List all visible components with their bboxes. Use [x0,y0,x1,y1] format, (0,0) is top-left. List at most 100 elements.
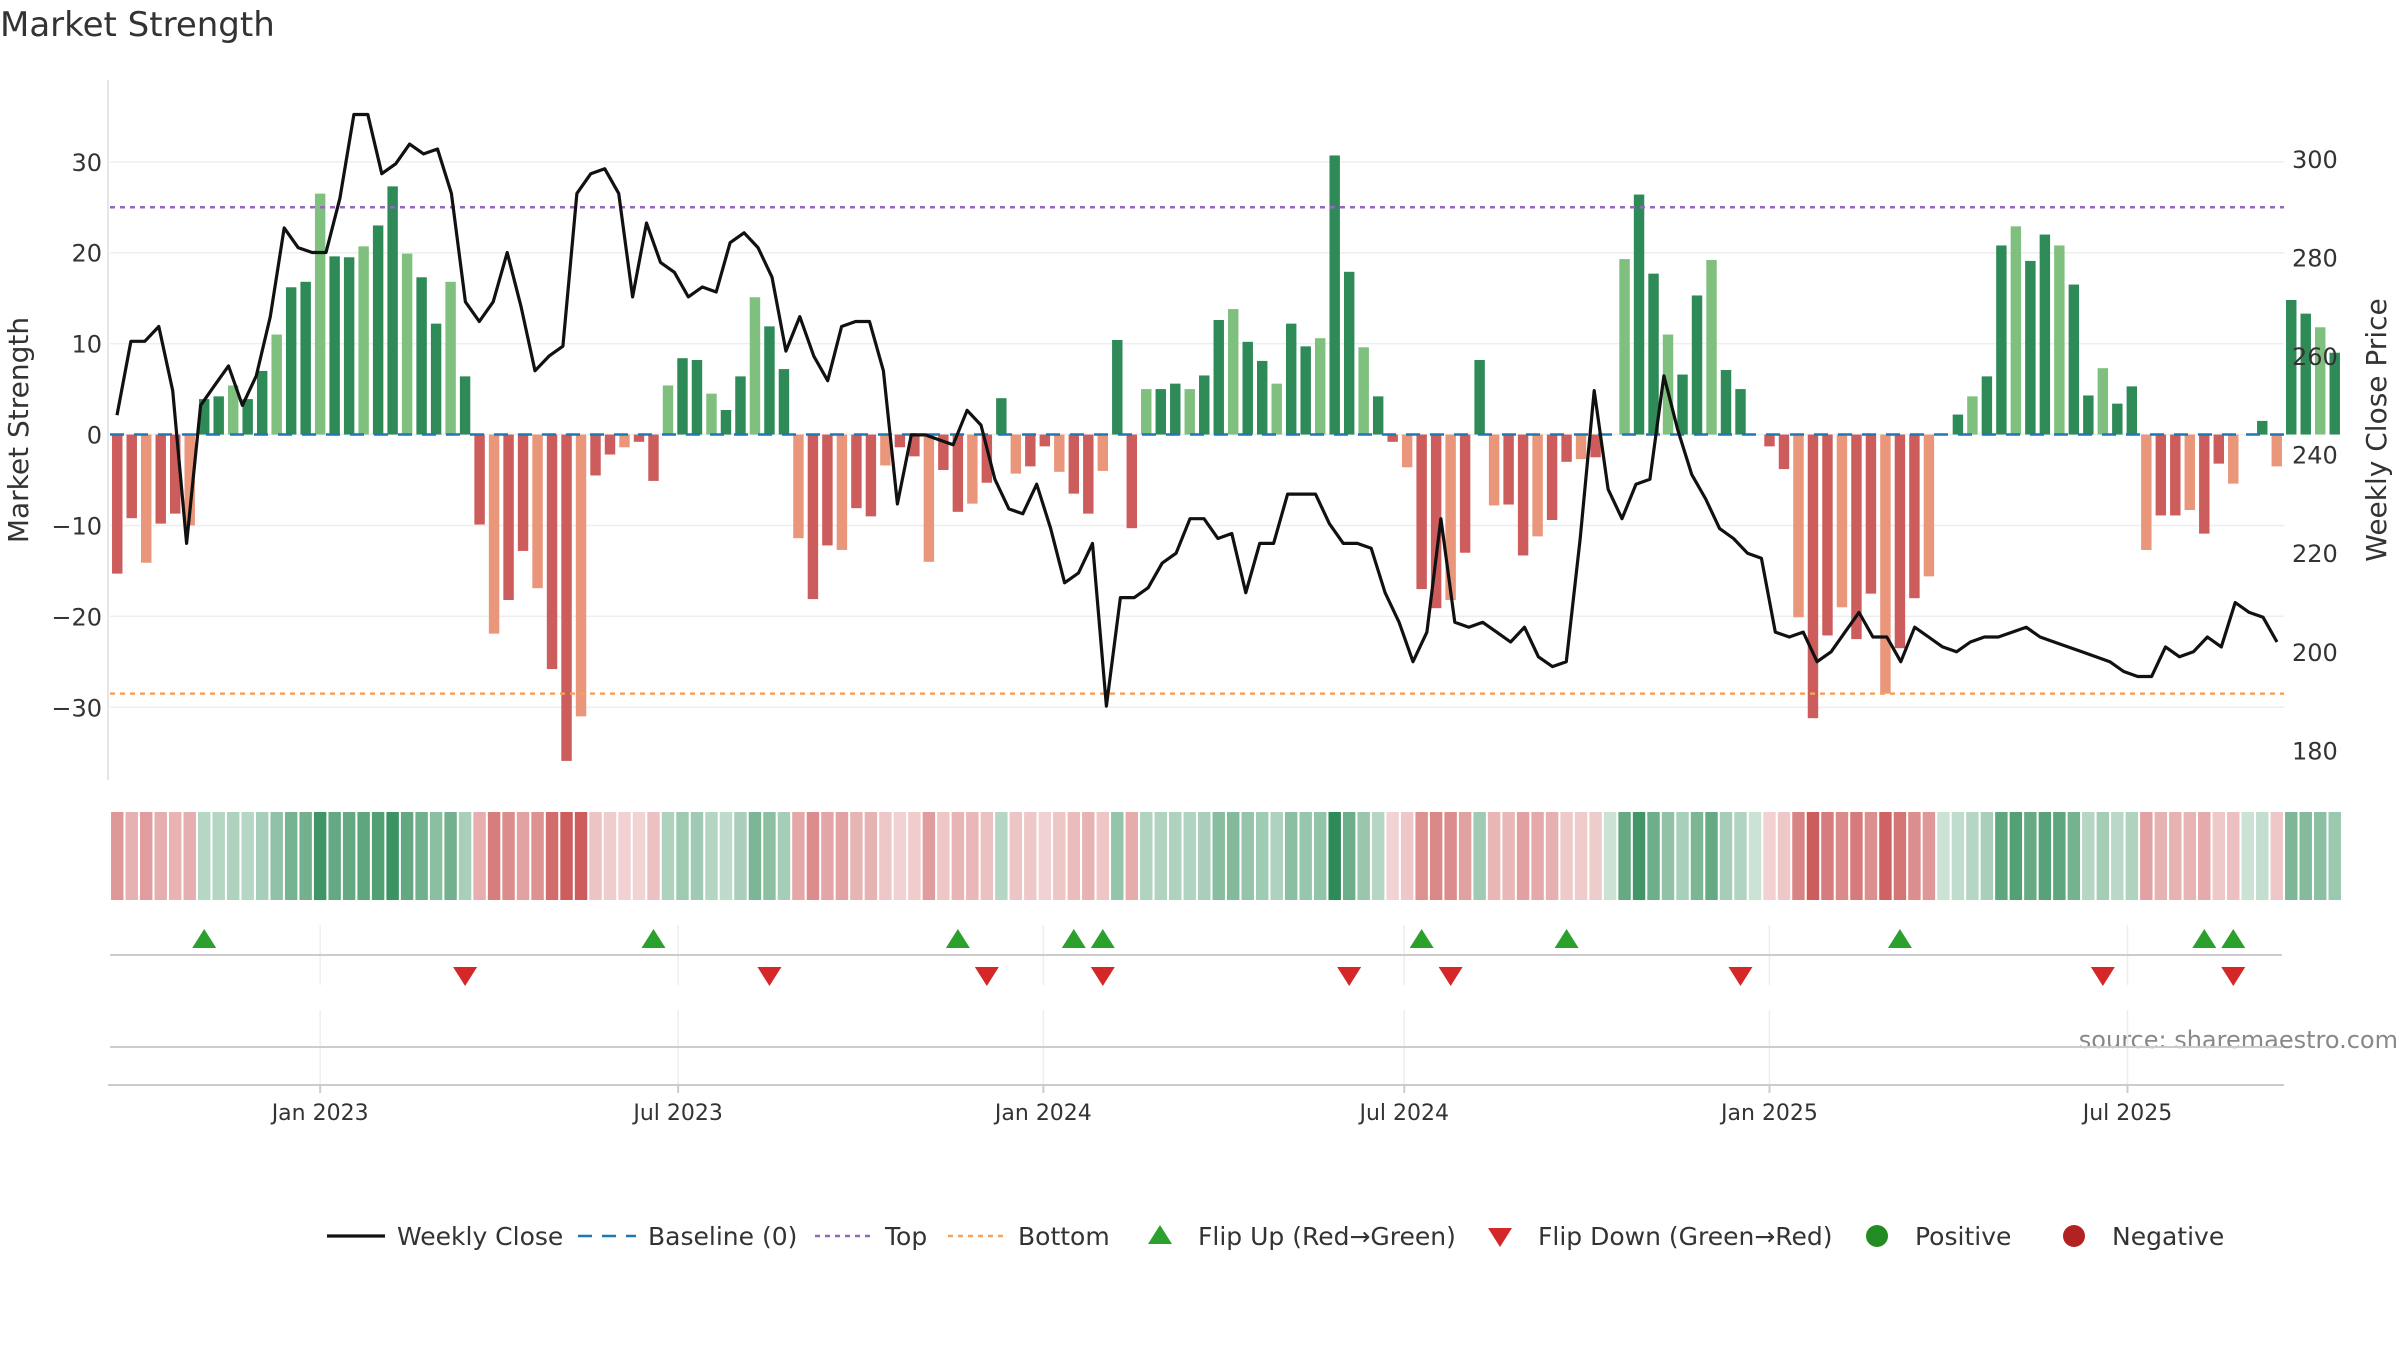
strength-bar [1112,340,1123,435]
heat-cell [212,812,225,900]
strength-bar [1097,434,1109,471]
flip-up-marker [2192,929,2217,948]
strength-bar [1285,323,1297,435]
heat-cell [1763,812,1776,900]
heat-cell [1734,812,1747,900]
x-tick-label: Jan 2024 [993,1101,1092,1126]
heat-cell [1038,812,1052,900]
strength-bar [546,434,558,670]
heat-cell [1169,812,1182,900]
strength-bar [2097,368,2109,435]
axes-layer: 30 20 10 0 −10 −20 −30 300 280 260 240 220 200 180 Jan… [51,80,2338,1126]
grid-layer [110,161,2284,1085]
strength-bar [2170,434,2181,516]
strength-bar [1691,295,1703,435]
strength-bar [1532,434,1543,537]
y-tick-right: 220 [2292,540,2338,568]
strength-bar [285,287,297,435]
heat-cell [966,812,979,900]
strength-bar [401,253,413,435]
heat-cell [1241,812,1254,900]
strength-bar [1865,434,1877,594]
heat-cell [2140,812,2153,900]
heat-cell [937,812,950,900]
strength-bar [343,257,355,435]
legend-up-triangle [1148,1225,1172,1244]
bars-layer [112,155,2340,761]
y-tick-right: 240 [2292,442,2338,470]
heat-cell [197,812,211,900]
strength-bar [300,281,311,435]
heat-cell [777,812,791,900]
heat-cell [1893,812,1907,900]
strength-bar [561,434,572,761]
heat-cell [1342,812,1356,900]
strength-bar [778,369,790,435]
strength-bar [981,434,993,483]
flip-up-marker [641,929,666,948]
strength-bar [2184,434,2196,510]
heat-cell [690,812,704,900]
heat-cell [1951,812,1965,900]
strength-bar [1271,383,1282,435]
heat-cell [1284,812,1298,900]
strength-bar [1836,434,1848,608]
strength-bar [604,434,616,455]
heat-cell [2125,812,2139,900]
strength-bar [1300,346,1311,435]
strength-bar [1807,434,1819,719]
strength-bar [938,434,949,470]
strength-bar [1387,434,1398,442]
strength-bar [2039,234,2051,435]
flip-down-marker [1337,967,1362,986]
heat-cell [516,812,530,900]
heat-cell [879,812,892,900]
heat-cell [1661,812,1675,900]
heat-cell [661,812,675,900]
heat-cell [835,812,849,900]
heat-cell [400,812,414,900]
heat-cell [183,812,196,900]
heat-cell [1024,812,1037,900]
heat-cell [821,812,834,900]
legend-label: Flip Down (Green→Red) [1538,1222,1833,1251]
legend-circle [2063,1225,2085,1247]
heat-cell [2082,812,2095,900]
heat-cell [255,812,269,900]
y-tick-left: −30 [51,694,102,722]
strength-bar [1706,260,1717,435]
strength-bar [2068,284,2080,435]
heat-cell [111,812,124,900]
heat-cell [1299,812,1312,900]
heat-cell [1154,812,1167,900]
heat-cell [922,812,936,900]
strength-bar [1039,434,1051,447]
heat-cell [1589,812,1602,900]
heat-cell [2227,812,2240,900]
heat-cell [386,812,399,900]
strength-bar [677,358,688,435]
flip-up-marker [1090,929,1115,948]
heat-cell [1227,812,1240,900]
heat-cell [1429,812,1443,900]
strength-bar [430,323,442,435]
strength-bar [155,434,166,524]
strength-bar [952,434,964,512]
legend-label: Flip Up (Red→Green) [1198,1222,1456,1251]
strength-bar [416,277,427,435]
strength-bar [1010,434,1022,474]
heat-cell [908,812,921,900]
heat-cell [1531,812,1544,900]
strength-bar [387,186,398,435]
y-tick-right: 180 [2292,737,2338,765]
heat-cell [154,812,167,900]
heat-cell [487,812,501,900]
strength-bar [126,434,137,519]
strength-bar [735,376,746,435]
heat-cell [1792,812,1805,900]
heat-cell [2096,812,2110,900]
heat-cell [1502,812,1515,900]
heat-cell [951,812,965,900]
heat-cell [1980,812,1994,900]
heat-cell [2169,812,2182,900]
